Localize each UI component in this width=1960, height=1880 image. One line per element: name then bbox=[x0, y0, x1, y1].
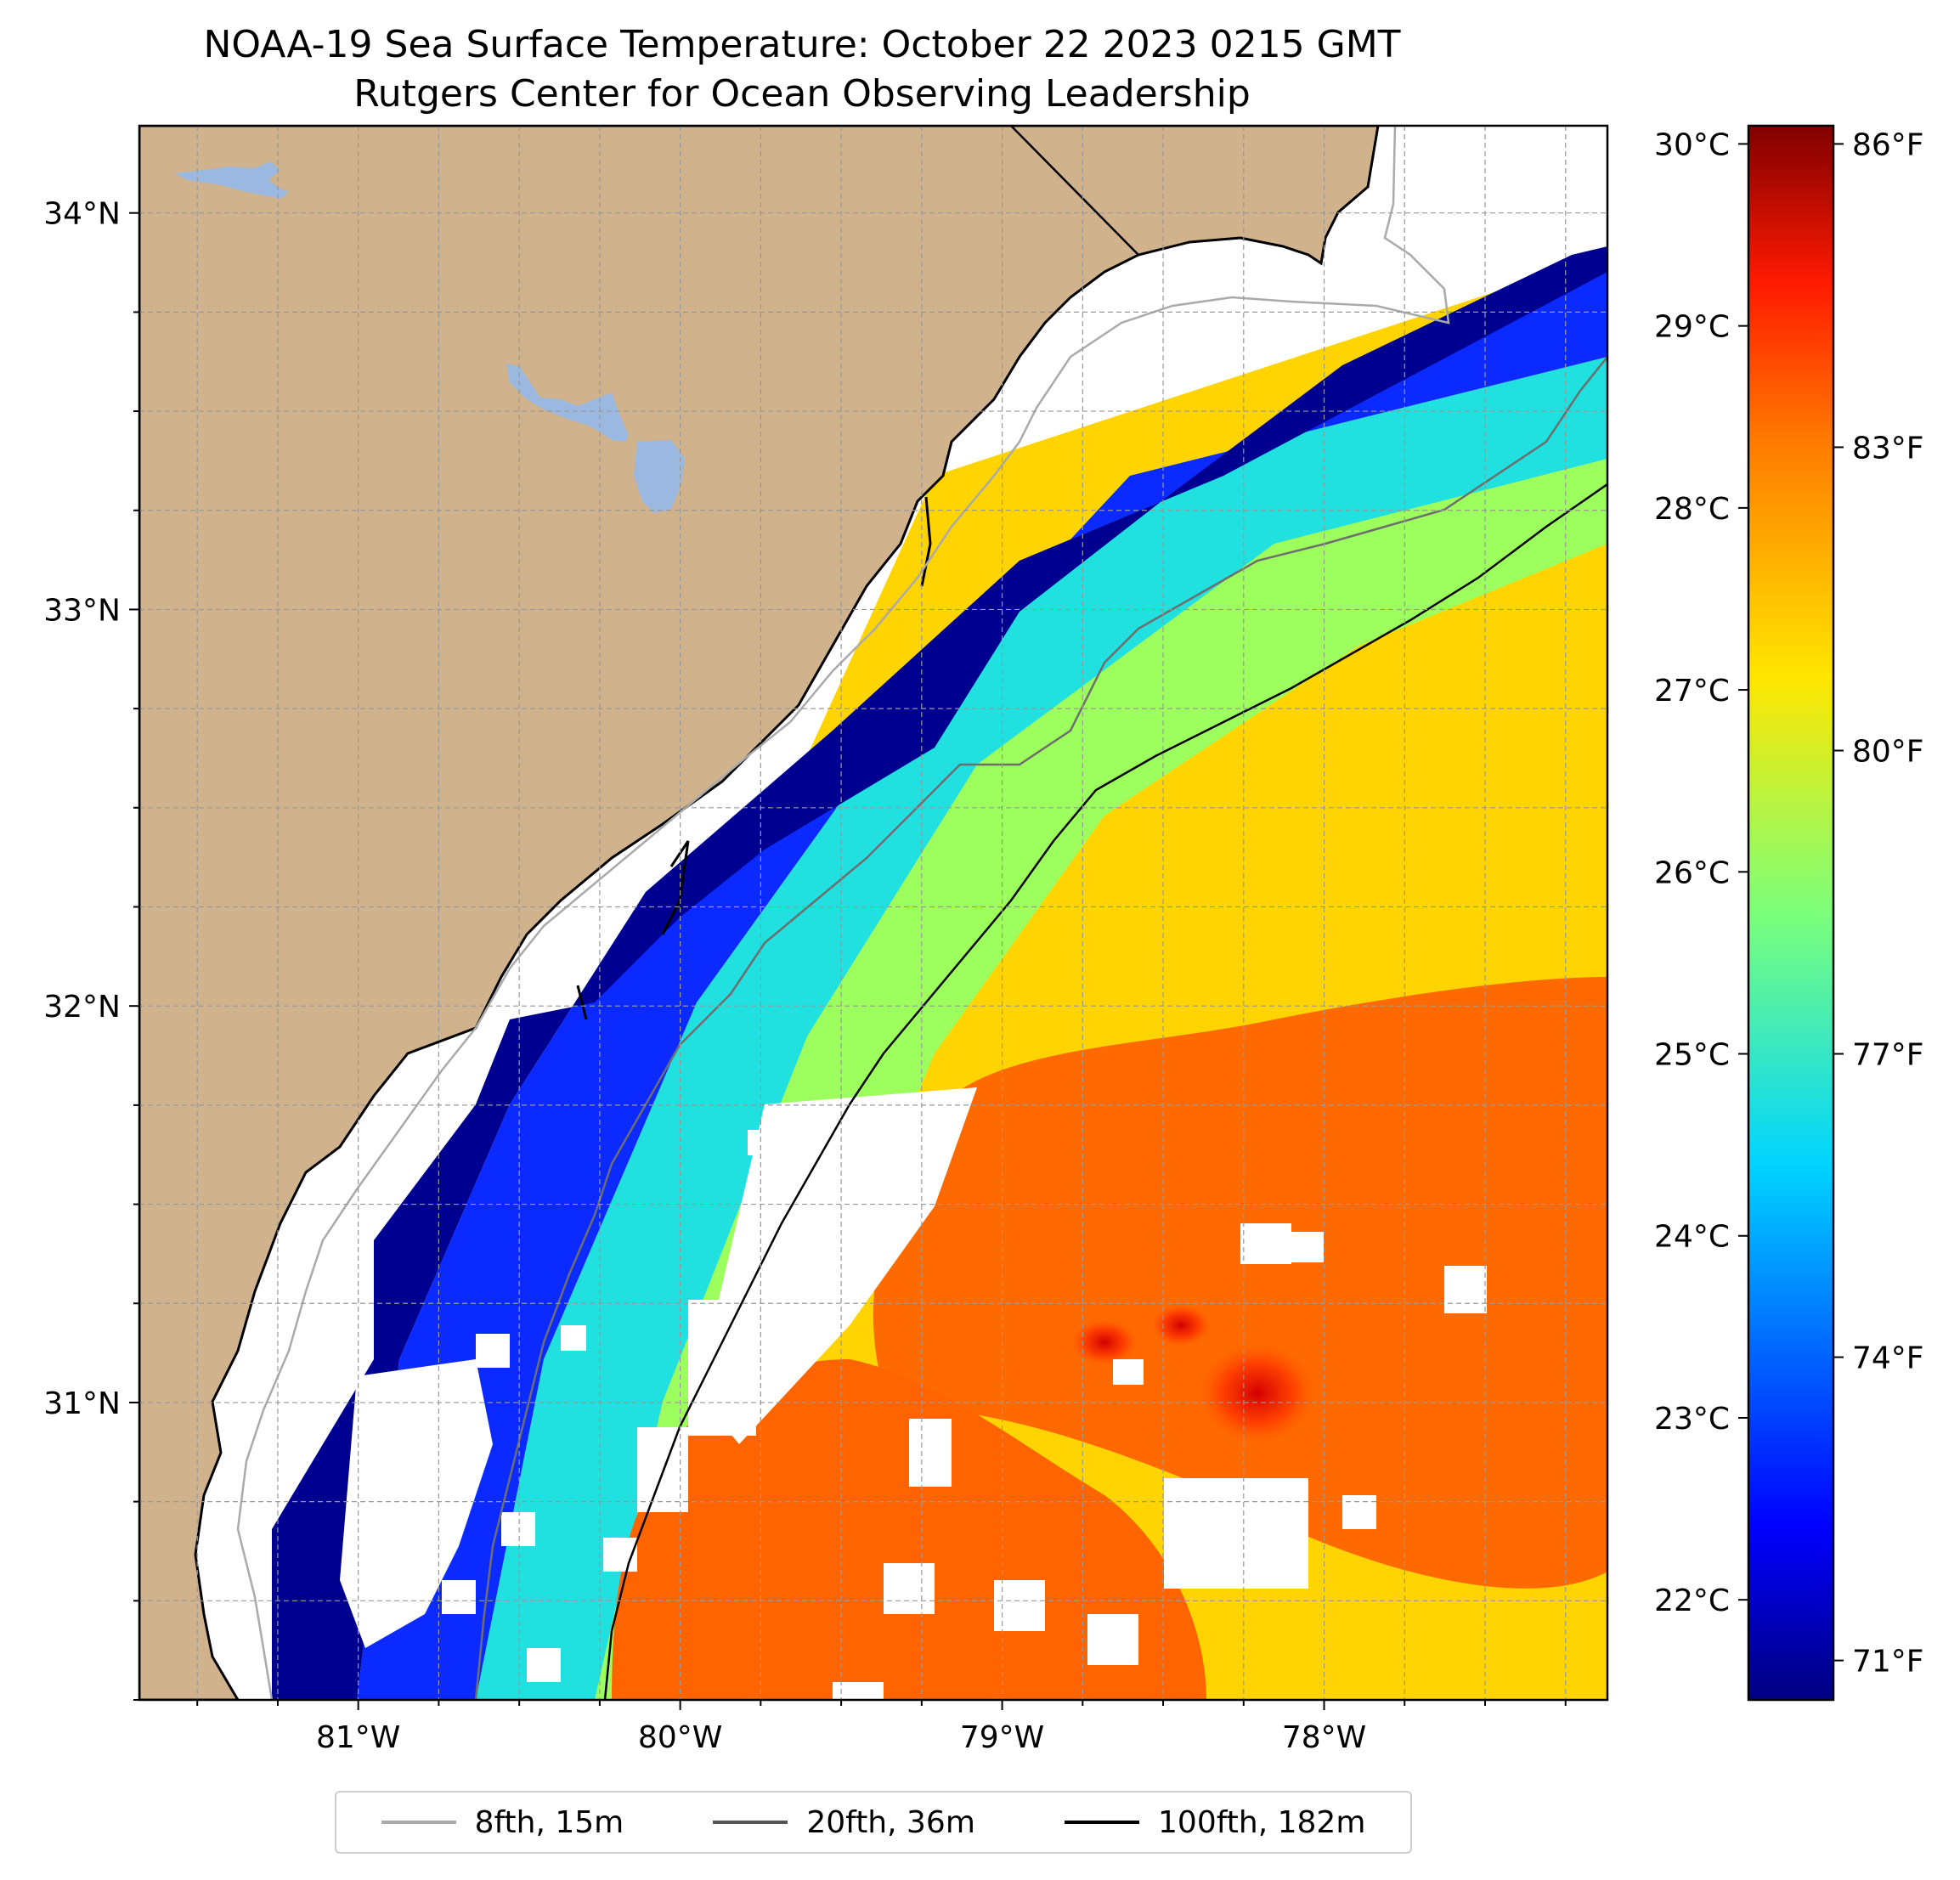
fahrenheit-tick-label: 77°F bbox=[1852, 1038, 1924, 1073]
map-plot-area bbox=[139, 126, 1607, 1700]
cloud-gap bbox=[1444, 1266, 1487, 1313]
cloud-gap bbox=[1113, 1359, 1144, 1385]
celsius-tick-label: 27°C bbox=[1654, 674, 1730, 709]
lon-tick-label: 81°W bbox=[316, 1720, 400, 1755]
contour-8fth bbox=[236, 126, 1450, 1700]
sst-field bbox=[272, 246, 1607, 1700]
colorbar-ticks: 22°C 23°C 24°C 25°C 26°C 27°C 28°C 29°C 30°C 71°F… bbox=[1654, 127, 1923, 1679]
celsius-tick-label: 22°C bbox=[1654, 1584, 1730, 1618]
cloud-gap bbox=[1087, 1614, 1138, 1665]
coastline-inlets bbox=[576, 496, 932, 1020]
cloud-gap bbox=[688, 1300, 756, 1436]
celsius-tick-label: 25°C bbox=[1654, 1038, 1730, 1073]
legend-label-20fth: 20fth, 36m bbox=[806, 1804, 975, 1840]
fahrenheit-tick-label: 86°F bbox=[1852, 127, 1924, 162]
celsius-tick-label: 26°C bbox=[1654, 855, 1730, 890]
cloud-gap bbox=[476, 1334, 510, 1368]
legend-entry-100fth: 100fth, 182m bbox=[1065, 1805, 1365, 1840]
map-axes: 81°W 80°W 79°W 78°W 31°N 32°N 33°N 34°N bbox=[43, 197, 1567, 1755]
fahrenheit-tick-label: 71°F bbox=[1852, 1645, 1924, 1680]
lat-tick-label: 34°N bbox=[43, 197, 121, 232]
lon-tick-label: 80°W bbox=[638, 1720, 722, 1755]
celsius-tick-label: 30°C bbox=[1654, 127, 1730, 162]
cloud-gap bbox=[1291, 1232, 1324, 1262]
cloud-gap bbox=[1240, 1223, 1291, 1264]
cloud-gap bbox=[1164, 1478, 1308, 1589]
sst-hot-core-3 bbox=[1150, 1303, 1212, 1347]
fahrenheit-tick-label: 74°F bbox=[1852, 1341, 1924, 1376]
celsius-tick-label: 28°C bbox=[1654, 492, 1730, 527]
legend-label-8fth: 8fth, 15m bbox=[474, 1804, 624, 1840]
map-frame bbox=[138, 124, 1609, 1702]
fahrenheit-tick-label: 80°F bbox=[1852, 734, 1924, 769]
legend-swatch-100fth bbox=[1065, 1821, 1140, 1824]
graticule-grid bbox=[139, 126, 1607, 1700]
cloud-gap bbox=[1342, 1495, 1376, 1529]
cloud-gap bbox=[748, 1130, 773, 1155]
land-mass bbox=[139, 126, 1380, 1700]
celsius-tick-label: 24°C bbox=[1654, 1220, 1730, 1255]
lake-moultrie bbox=[634, 440, 685, 513]
cloud-gap bbox=[833, 1682, 884, 1700]
lon-tick-label: 78°W bbox=[1282, 1720, 1366, 1755]
sst-hot-core-1 bbox=[1198, 1342, 1317, 1444]
legend-entry-8fth: 8fth, 15m bbox=[381, 1805, 624, 1840]
cloud-gap bbox=[501, 1512, 535, 1546]
colorbar bbox=[1747, 124, 1835, 1702]
cloud-gap bbox=[561, 1325, 586, 1351]
lat-tick-label: 33°N bbox=[43, 593, 121, 628]
contour-20fth bbox=[474, 356, 1607, 1700]
title-line-2: Rutgers Center for Ocean Observing Leade… bbox=[353, 72, 1251, 116]
fahrenheit-tick-label: 83°F bbox=[1852, 431, 1924, 466]
lake-marion bbox=[506, 364, 629, 442]
legend-label-100fth: 100fth, 182m bbox=[1158, 1804, 1366, 1840]
cloud-gap-shelf bbox=[340, 1359, 493, 1648]
legend-swatch-8fth bbox=[381, 1821, 456, 1824]
celsius-tick-label: 23°C bbox=[1654, 1402, 1730, 1437]
legend-swatch-20fth bbox=[713, 1821, 788, 1824]
contour-100fth bbox=[603, 483, 1607, 1700]
lat-tick-label: 31°N bbox=[43, 1386, 121, 1421]
cloud-gaps bbox=[340, 1087, 1487, 1700]
sst-warm-orange-eddy bbox=[873, 977, 1607, 1589]
cloud-gap bbox=[442, 1580, 476, 1614]
lon-tick-label: 79°W bbox=[960, 1720, 1044, 1755]
cloud-gap-diagonal bbox=[697, 1087, 977, 1444]
cloud-gap bbox=[884, 1563, 935, 1614]
state-border bbox=[1010, 126, 1139, 256]
cloud-gap bbox=[527, 1648, 561, 1682]
cloud-gap bbox=[909, 1419, 952, 1487]
map-title: NOAA-19 Sea Surface Temperature: October… bbox=[139, 20, 1465, 119]
contour-legend: 8fth, 15m 20fth, 36m 100fth, 182m bbox=[335, 1791, 1412, 1854]
title-line-1: NOAA-19 Sea Surface Temperature: October… bbox=[203, 23, 1401, 66]
lake-north bbox=[175, 161, 289, 199]
legend-entry-20fth: 20fth, 36m bbox=[713, 1805, 975, 1840]
sst-band-cyan bbox=[476, 357, 1607, 1700]
sst-hot-core-2 bbox=[1070, 1318, 1138, 1366]
celsius-tick-label: 29°C bbox=[1654, 310, 1730, 345]
lat-tick-label: 32°N bbox=[43, 990, 121, 1025]
